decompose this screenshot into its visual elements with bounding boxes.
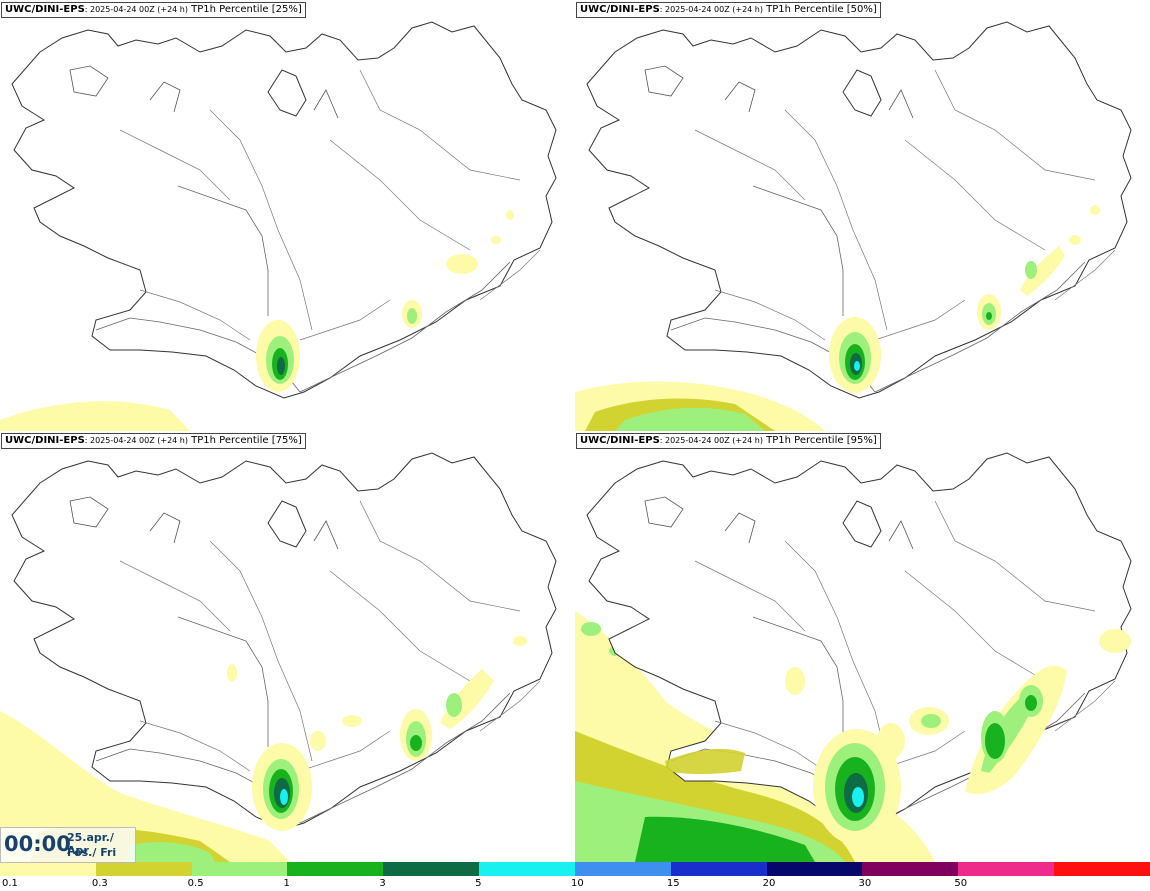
panel-title: UWC/DINI-EPS: 2025-04-24 00Z (+24 h) TP1…: [1, 433, 306, 449]
map-panel-p75: UWC/DINI-EPS: 2025-04-24 00Z (+24 h) TP1…: [0, 431, 575, 862]
legend-swatch: [862, 862, 959, 876]
panel-title: UWC/DINI-EPS: 2025-04-24 00Z (+24 h) TP1…: [576, 2, 881, 18]
map-canvas: [575, 452, 1132, 862]
legend-label: 0.3: [91, 878, 108, 889]
legend-swatch: [95, 862, 192, 876]
legend-swatch: [766, 862, 863, 876]
legend-label: 20: [762, 878, 776, 889]
legend-swatch: [1054, 862, 1150, 876]
panel-title: UWC/DINI-EPS: 2025-04-24 00Z (+24 h) TP1…: [576, 433, 881, 449]
legend-label: 5: [475, 878, 482, 889]
legend-label: 3: [379, 878, 386, 889]
map-canvas: [0, 21, 557, 431]
legend-label: 0.1: [2, 878, 18, 889]
legend-swatch: [287, 862, 384, 876]
valid-time: 00:00: [4, 832, 71, 856]
panel-title: UWC/DINI-EPS: 2025-04-24 00Z (+24 h) TP1…: [1, 2, 306, 18]
legend-label: 1: [283, 878, 290, 889]
legend-label: 15: [666, 878, 680, 889]
legend-label: 0.5: [187, 878, 204, 889]
valid-time-box: 00:00 25.apr./ Apr Fös./ Fri: [0, 827, 136, 863]
legend-label: 10: [571, 878, 584, 889]
valid-day: Fös./ Fri: [67, 846, 117, 859]
legend-label: 50: [954, 878, 968, 889]
map-panel-p95: UWC/DINI-EPS: 2025-04-24 00Z (+24 h) TP1…: [575, 431, 1150, 862]
map-canvas: [575, 21, 1132, 431]
legend-swatch: [0, 862, 96, 876]
legend-color-bar: [0, 862, 1150, 876]
legend-swatch: [479, 862, 575, 876]
legend-swatch: [574, 862, 671, 876]
color-legend: 0.1 0.3 0.5 1 3 5 10 15 20 30 50: [0, 862, 1150, 891]
legend-swatch: [191, 862, 288, 876]
legend-swatch: [958, 862, 1055, 876]
map-canvas: [0, 452, 557, 862]
legend-swatch: [383, 862, 480, 876]
legend-label: 30: [858, 878, 872, 889]
map-panel-p25: UWC/DINI-EPS: 2025-04-24 00Z (+24 h) TP1…: [0, 0, 575, 431]
map-panel-p50: UWC/DINI-EPS: 2025-04-24 00Z (+24 h) TP1…: [575, 0, 1150, 431]
valid-date: 25.apr./ Apr: [67, 831, 114, 857]
legend-swatch: [670, 862, 767, 876]
